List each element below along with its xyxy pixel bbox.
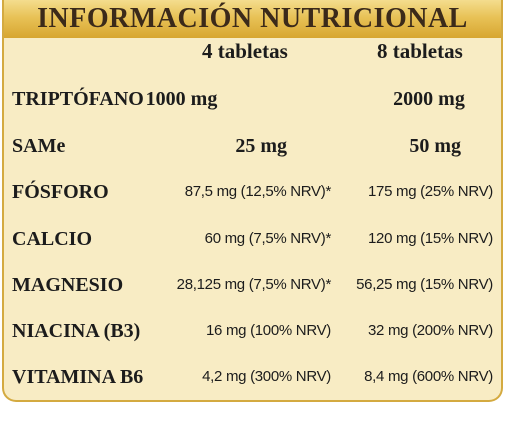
row-label: FÓSFORO xyxy=(12,181,109,203)
title-bar: INFORMACIÓN NUTRICIONAL xyxy=(4,0,501,38)
table-row: SAMe 25 mg 50 mg xyxy=(4,131,501,161)
row-label: NIACINA (B3) xyxy=(12,320,141,342)
row-label: SAMe xyxy=(12,135,66,157)
table-row: FÓSFORO 87,5 mg (12,5% NRV)* 175 mg (25%… xyxy=(4,177,501,207)
row-value-4-tabletas: 28,125 mg (7,5% NRV)* xyxy=(176,276,332,293)
table-row: TRIPTÓFANO 1000 mg 2000 mg xyxy=(4,84,501,114)
row-value-4-tabletas: 60 mg (7,5% NRV)* xyxy=(204,230,332,247)
row-value-8-tabletas: 2000 mg xyxy=(393,88,465,110)
row-value-8-tabletas: 32 mg (200% NRV) xyxy=(368,322,493,339)
row-value-8-tabletas: 175 mg (25% NRV) xyxy=(368,183,493,200)
row-value-4-tabletas: 4,2 mg (300% NRV) xyxy=(202,368,331,385)
row-value-4-tabletas: 25 mg xyxy=(235,135,287,157)
row-value-4-tabletas: 16 mg (100% NRV) xyxy=(206,322,331,339)
table-row: CALCIO 60 mg (7,5% NRV)* 120 mg (15% NRV… xyxy=(4,224,501,254)
row-value-8-tabletas: 8,4 mg (600% NRV) xyxy=(364,368,493,385)
row-label: MAGNESIO xyxy=(12,274,124,296)
table-row: VITAMINA B6 4,2 mg (300% NRV) 8,4 mg (60… xyxy=(4,362,501,392)
row-value-8-tabletas: 120 mg (15% NRV) xyxy=(368,230,493,247)
panel-title: INFORMACIÓN NUTRICIONAL xyxy=(37,3,468,34)
table-row: MAGNESIO 28,125 mg (7,5% NRV)* 56,25 mg … xyxy=(4,270,501,300)
row-value-8-tabletas: 56,25 mg (15% NRV) xyxy=(356,276,493,293)
nutrition-panel: INFORMACIÓN NUTRICIONAL 4 tabletas 8 tab… xyxy=(2,0,503,402)
row-label: CALCIO xyxy=(12,228,93,250)
column-header-4-tabletas: 4 tabletas xyxy=(202,39,288,63)
table-row: NIACINA (B3) 16 mg (100% NRV) 32 mg (200… xyxy=(4,316,501,346)
row-value-4-tabletas: 87,5 mg (12,5% NRV)* xyxy=(184,183,332,200)
row-value-4-tabletas: 1000 mg xyxy=(145,88,218,110)
row-value-8-tabletas: 50 mg xyxy=(409,135,461,157)
row-label: TRIPTÓFANO xyxy=(12,88,144,110)
column-header-8-tabletas: 8 tabletas xyxy=(377,39,463,63)
row-label: VITAMINA B6 xyxy=(12,366,144,388)
